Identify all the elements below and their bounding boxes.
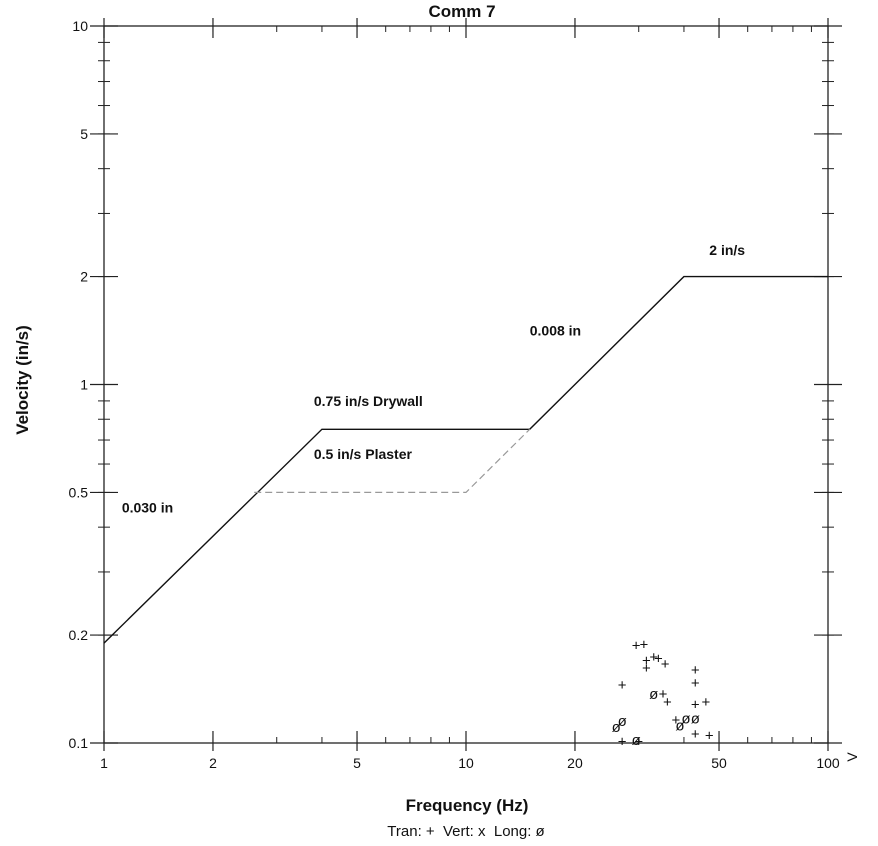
tran-data-point: +: [654, 651, 663, 668]
x-tick-label: 20: [567, 755, 583, 771]
tran-data-point: +: [642, 652, 651, 669]
tran-data-point: +: [618, 733, 627, 750]
annotation-label: 0.5 in/s Plaster: [314, 446, 413, 462]
long-data-point: ø: [649, 686, 658, 703]
tran-data-point: +: [634, 733, 643, 750]
tran-data-point: +: [642, 660, 651, 677]
tran-data-point: +: [691, 662, 700, 679]
x-tick-label: 1: [100, 755, 108, 771]
y-tick-label: 1: [80, 377, 88, 393]
x-tick-label: 100: [816, 755, 840, 771]
long-data-point: ø: [612, 719, 621, 736]
tran-data-point: +: [639, 637, 648, 654]
tran-data-point: +: [702, 694, 711, 711]
y-axis-label: Velocity (in/s): [13, 325, 32, 435]
tran-data-point: +: [649, 649, 658, 666]
tran-data-point: +: [661, 656, 670, 673]
right-axis-label: V: [844, 752, 860, 762]
y-tick-label: 0.2: [69, 627, 89, 643]
x-tick-label: 5: [353, 755, 361, 771]
tran-data-point: +: [705, 727, 714, 744]
plaster-limit-line: [254, 428, 531, 493]
tran-data-point: +: [691, 697, 700, 714]
long-data-point: ø: [691, 711, 700, 728]
x-tick-label: 10: [458, 755, 474, 771]
x-axis-label: Frequency (Hz): [406, 796, 529, 815]
tran-data-point: +: [632, 638, 641, 655]
tran-data-point: +: [659, 686, 668, 703]
long-data-point: ø: [618, 713, 627, 730]
drywall-limit-line: [103, 275, 828, 644]
tran-data-point: +: [691, 726, 700, 743]
tran-data-point: +: [663, 694, 672, 711]
chart-title: Comm 7: [428, 2, 495, 21]
y-tick-label: 2: [80, 269, 88, 285]
y-tick-label: 5: [80, 126, 88, 142]
long-data-point: ø: [681, 711, 690, 728]
annotation-label: 0.008 in: [530, 322, 581, 338]
x-tick-label: 50: [711, 755, 727, 771]
annotation-label: 2 in/s: [709, 242, 745, 258]
long-data-point: ø: [675, 717, 684, 734]
tran-data-point: +: [618, 677, 627, 694]
annotation-label: 0.030 in: [122, 499, 173, 515]
y-tick-label: 10: [72, 18, 88, 34]
long-data-point: ø: [631, 732, 640, 749]
y-tick-label: 0.1: [69, 735, 89, 751]
y-tick-label: 0.5: [69, 484, 89, 500]
tran-data-point: +: [671, 712, 680, 729]
tran-data-point: +: [691, 675, 700, 692]
legend-text: Tran: + Vert: x Long: ø: [387, 823, 544, 840]
plot-frame: [103, 25, 829, 744]
annotation-label: 0.75 in/s Drywall: [314, 393, 423, 409]
x-tick-label: 2: [209, 755, 217, 771]
